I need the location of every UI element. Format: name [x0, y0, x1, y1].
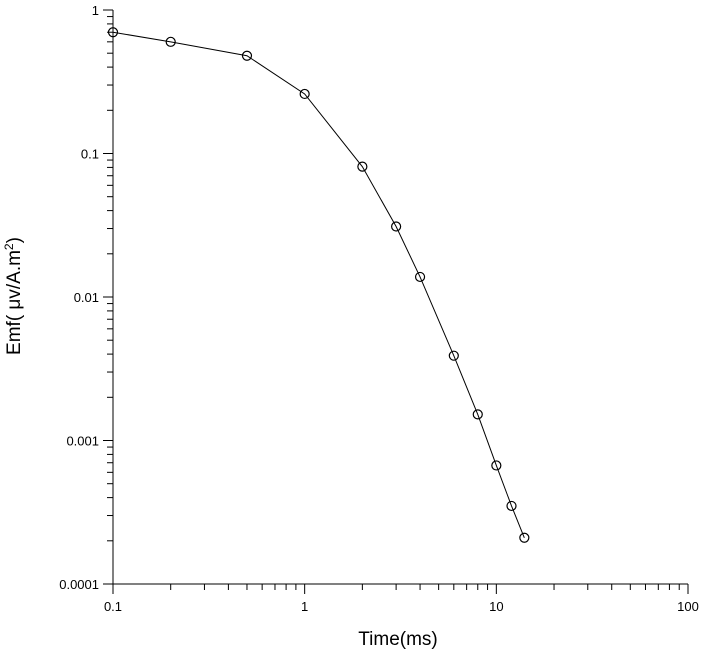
data-point: [472, 409, 483, 420]
data-point: [241, 50, 253, 61]
x-tick-label: 0.1: [104, 599, 122, 614]
data-point: [299, 88, 310, 100]
y-ticks: [103, 9, 113, 585]
x-ticks: [112, 584, 689, 594]
data-point: [357, 161, 368, 172]
data-point: [414, 271, 426, 283]
data-point: [448, 350, 459, 361]
data-point: [491, 460, 502, 471]
x-tick-labels: 0.1 1 10 100: [104, 599, 699, 614]
series-line: [112, 31, 525, 538]
data-markers: [107, 27, 530, 543]
y-axis-title-text: Emf( μv/A.m: [4, 250, 25, 355]
data-point: [165, 36, 176, 47]
y-tick-label: 0.001: [66, 434, 99, 449]
axes: [112, 10, 688, 585]
y-tick-label: 0.0001: [59, 577, 99, 592]
y-axis-title-close: ): [4, 237, 25, 243]
data-point: [519, 532, 530, 543]
data-point: [391, 221, 402, 232]
y-tick-label: 0.01: [74, 290, 99, 305]
y-tick-labels: 0.0001 0.001 0.01 0.1 1: [59, 3, 99, 592]
y-tick-label: 0.1: [81, 147, 99, 162]
x-tick-label: 10: [489, 599, 503, 614]
y-axis-title: Emf( μv/A.m2): [2, 237, 25, 355]
y-axis-title-superscript: 2: [2, 243, 16, 250]
data-point: [107, 27, 119, 38]
x-axis-title: Time(ms): [358, 629, 438, 650]
x-tick-label: 100: [677, 599, 699, 614]
data-point: [506, 500, 517, 512]
y-tick-label: 1: [92, 3, 99, 18]
x-tick-label: 1: [301, 599, 308, 614]
